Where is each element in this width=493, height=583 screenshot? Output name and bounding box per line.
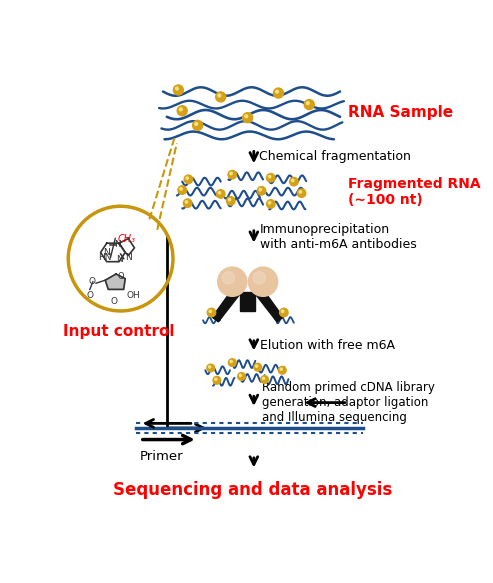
Circle shape — [289, 177, 298, 186]
Circle shape — [262, 377, 265, 380]
Circle shape — [209, 366, 211, 368]
Circle shape — [255, 365, 258, 367]
Circle shape — [183, 199, 192, 208]
Circle shape — [209, 310, 211, 312]
Text: RNA Sample: RNA Sample — [348, 105, 453, 120]
Circle shape — [248, 267, 278, 296]
Circle shape — [214, 378, 217, 380]
Circle shape — [299, 191, 302, 193]
Circle shape — [259, 188, 261, 191]
Text: Chemical fragmentation: Chemical fragmentation — [259, 150, 411, 163]
Circle shape — [297, 189, 306, 198]
Circle shape — [178, 186, 186, 194]
Polygon shape — [105, 274, 125, 289]
Text: O: O — [111, 297, 118, 306]
Circle shape — [184, 175, 193, 184]
Circle shape — [268, 202, 271, 204]
Circle shape — [253, 272, 265, 284]
Circle shape — [304, 100, 314, 110]
Text: Primer: Primer — [140, 450, 183, 463]
Circle shape — [217, 267, 247, 296]
Text: Input control: Input control — [63, 324, 174, 339]
Circle shape — [239, 374, 242, 377]
Circle shape — [279, 366, 286, 374]
Circle shape — [228, 359, 236, 366]
Circle shape — [216, 92, 226, 102]
Text: N: N — [116, 255, 122, 264]
Circle shape — [243, 113, 252, 122]
Circle shape — [226, 196, 235, 205]
Circle shape — [180, 188, 182, 190]
Circle shape — [176, 87, 178, 90]
Circle shape — [174, 85, 183, 95]
Text: OH: OH — [127, 291, 141, 300]
Text: O: O — [117, 272, 124, 281]
Circle shape — [257, 187, 266, 195]
Circle shape — [238, 373, 246, 380]
Circle shape — [307, 102, 309, 104]
Text: O: O — [86, 291, 93, 300]
Circle shape — [228, 170, 237, 179]
Circle shape — [177, 106, 187, 116]
Text: CH₃: CH₃ — [117, 234, 136, 244]
Text: N: N — [114, 240, 121, 250]
Circle shape — [291, 179, 294, 182]
Text: Elution with free m6A: Elution with free m6A — [260, 339, 395, 352]
Circle shape — [280, 308, 288, 317]
Circle shape — [185, 201, 188, 203]
Polygon shape — [240, 293, 255, 311]
Circle shape — [228, 198, 231, 201]
Text: Sequencing and data analysis: Sequencing and data analysis — [113, 480, 392, 498]
Circle shape — [207, 308, 216, 317]
Circle shape — [261, 375, 269, 384]
Polygon shape — [255, 289, 283, 322]
Circle shape — [282, 310, 284, 312]
Text: Fragmented RNA
(∼100 nt): Fragmented RNA (∼100 nt) — [348, 177, 480, 207]
Text: N: N — [125, 252, 132, 262]
Circle shape — [195, 122, 198, 125]
Circle shape — [267, 174, 275, 182]
Circle shape — [268, 175, 271, 178]
Circle shape — [280, 368, 282, 370]
Polygon shape — [209, 311, 221, 322]
Circle shape — [186, 177, 188, 180]
Polygon shape — [274, 311, 286, 322]
Text: HN: HN — [99, 252, 112, 262]
Circle shape — [276, 90, 279, 93]
Text: O: O — [88, 277, 95, 286]
Circle shape — [222, 272, 235, 284]
Circle shape — [254, 363, 261, 371]
Circle shape — [179, 108, 182, 111]
Circle shape — [218, 192, 221, 194]
Circle shape — [274, 88, 283, 98]
Circle shape — [230, 173, 232, 175]
Circle shape — [245, 115, 247, 118]
Circle shape — [216, 189, 225, 198]
Circle shape — [207, 364, 214, 372]
Text: N: N — [104, 248, 110, 257]
Circle shape — [213, 377, 221, 384]
Circle shape — [218, 94, 221, 97]
Circle shape — [230, 360, 232, 363]
Circle shape — [193, 121, 203, 131]
Polygon shape — [212, 289, 240, 322]
Text: Immunoprecipitation
with anti-m6A antibodies: Immunoprecipitation with anti-m6A antibo… — [260, 223, 417, 251]
Circle shape — [267, 200, 275, 208]
Text: Random primed cDNA library
generation, adaptor ligation
and Illumina sequencing: Random primed cDNA library generation, a… — [261, 381, 434, 424]
